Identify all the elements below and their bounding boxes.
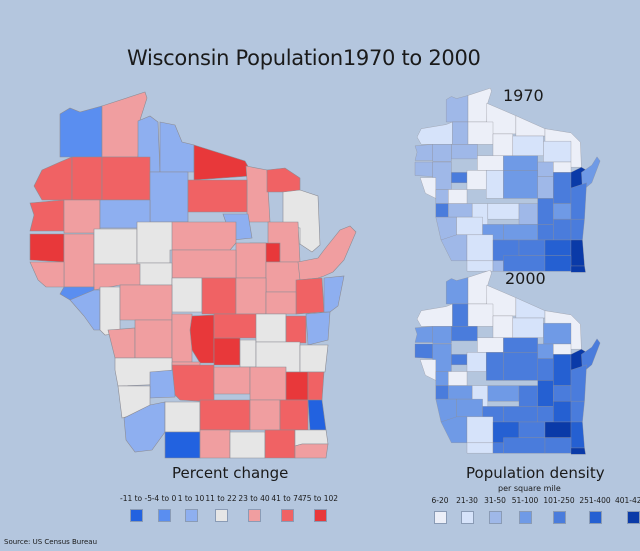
density-legend-title: Population density xyxy=(466,464,605,482)
percent-change-legend: -11 to -5 -4 to 0 1 to 10 11 to 22 23 to… xyxy=(120,494,338,522)
legend-swatch xyxy=(313,509,327,522)
legend-item: 21-30 xyxy=(456,496,478,524)
legend-swatch xyxy=(460,511,474,524)
map-2000-title: 2000 xyxy=(505,269,546,288)
legend-swatch xyxy=(626,511,640,524)
source-note: Source: US Census Bureau xyxy=(4,538,97,546)
legend-swatch xyxy=(247,509,261,522)
legend-swatch xyxy=(518,511,532,524)
map-title: Wisconsin Population1970 to 2000 xyxy=(127,46,481,70)
legend-item: 31-50 xyxy=(484,496,506,524)
legend-swatch xyxy=(588,511,602,524)
legend-swatch xyxy=(214,509,228,522)
map-1970-title: 1970 xyxy=(503,86,544,105)
legend-swatch xyxy=(280,509,294,522)
percent-change-legend-title: Percent change xyxy=(172,464,289,482)
legend-swatch xyxy=(552,511,566,524)
legend-item: 101-250 xyxy=(543,496,575,524)
legend-item: -4 to 0 xyxy=(152,494,176,522)
wisconsin-counties-percent-change xyxy=(29,91,357,459)
density-legend: 6-20 21-30 31-50 51-100 101-250 251-400 … xyxy=(430,496,640,524)
legend-item: 251-400 xyxy=(579,496,611,524)
legend-item: 75 to 102 xyxy=(302,494,338,522)
legend-item: 41 to 74 xyxy=(271,494,303,522)
density-legend-subtitle: per square mile xyxy=(498,484,561,493)
legend-item: -11 to -5 xyxy=(120,494,152,522)
legend-item: 1 to 10 xyxy=(178,494,204,522)
legend-item: 23 to 40 xyxy=(238,494,270,522)
legend-item: 51-100 xyxy=(512,496,538,524)
legend-item: 6-20 xyxy=(430,496,450,524)
legend-swatch xyxy=(129,509,143,522)
legend-swatch xyxy=(433,511,447,524)
legend-swatch xyxy=(184,509,198,522)
legend-swatch xyxy=(157,509,171,522)
legend-item: 11 to 22 xyxy=(205,494,237,522)
legend-swatch xyxy=(488,511,502,524)
legend-item: 401-4217 xyxy=(615,496,640,524)
